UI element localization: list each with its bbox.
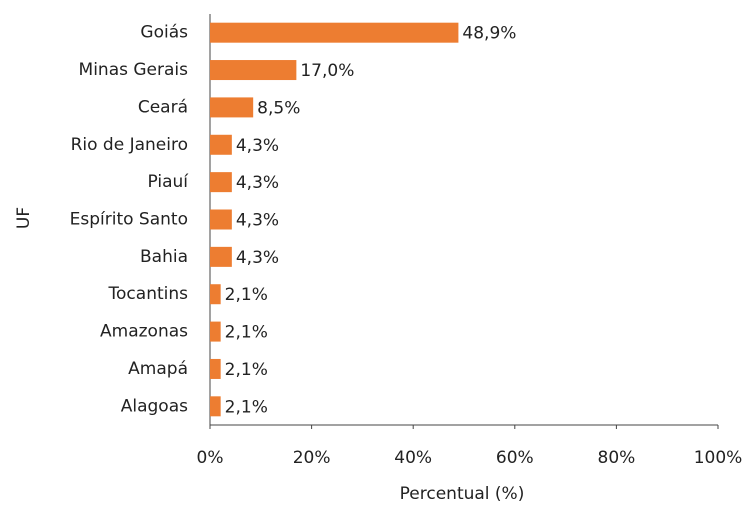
y-tick-label: Minas Gerais — [79, 60, 189, 80]
x-tick-label: 0% — [197, 448, 224, 468]
value-label: 4,3% — [236, 248, 279, 268]
bar — [210, 358, 221, 379]
x-tick-label: 100% — [694, 448, 743, 468]
value-label: 4,3% — [236, 211, 279, 231]
value-label: 4,3% — [236, 173, 279, 193]
x-tick-label: 40% — [394, 448, 432, 468]
y-axis-label: UF — [14, 207, 34, 229]
value-label: 48,9% — [462, 24, 516, 44]
value-label: 2,1% — [225, 323, 268, 343]
y-tick-label: Piauí — [147, 172, 189, 192]
x-tick-label: 60% — [496, 448, 534, 468]
value-label: 2,1% — [225, 397, 268, 417]
y-tick-label: Rio de Janeiro — [71, 135, 188, 155]
bar — [210, 134, 232, 155]
y-tick-label: Amazonas — [100, 322, 188, 342]
y-tick-label: Espírito Santo — [70, 210, 188, 230]
bar — [210, 22, 459, 43]
y-tick-label: Tocantins — [108, 284, 189, 304]
bar — [210, 396, 221, 417]
value-label: 4,3% — [236, 136, 279, 156]
value-label: 8,5% — [257, 98, 300, 118]
bar — [210, 97, 254, 118]
y-tick-label: Ceará — [138, 97, 188, 117]
bar — [210, 284, 221, 305]
bar — [210, 172, 232, 193]
value-label: 2,1% — [225, 285, 268, 305]
x-tick-label: 20% — [293, 448, 331, 468]
x-axis-label: Percentual (%) — [400, 484, 525, 504]
x-tick-label: 80% — [598, 448, 636, 468]
value-label: 17,0% — [300, 61, 354, 81]
bar — [210, 60, 297, 81]
bar — [210, 209, 232, 230]
bar — [210, 246, 232, 267]
y-tick-label: Bahia — [140, 247, 188, 267]
y-tick-label: Goiás — [140, 23, 188, 43]
value-label: 2,1% — [225, 360, 268, 380]
y-tick-label: Amapá — [128, 359, 188, 379]
y-tick-label: Alagoas — [121, 396, 188, 416]
bar — [210, 321, 221, 342]
